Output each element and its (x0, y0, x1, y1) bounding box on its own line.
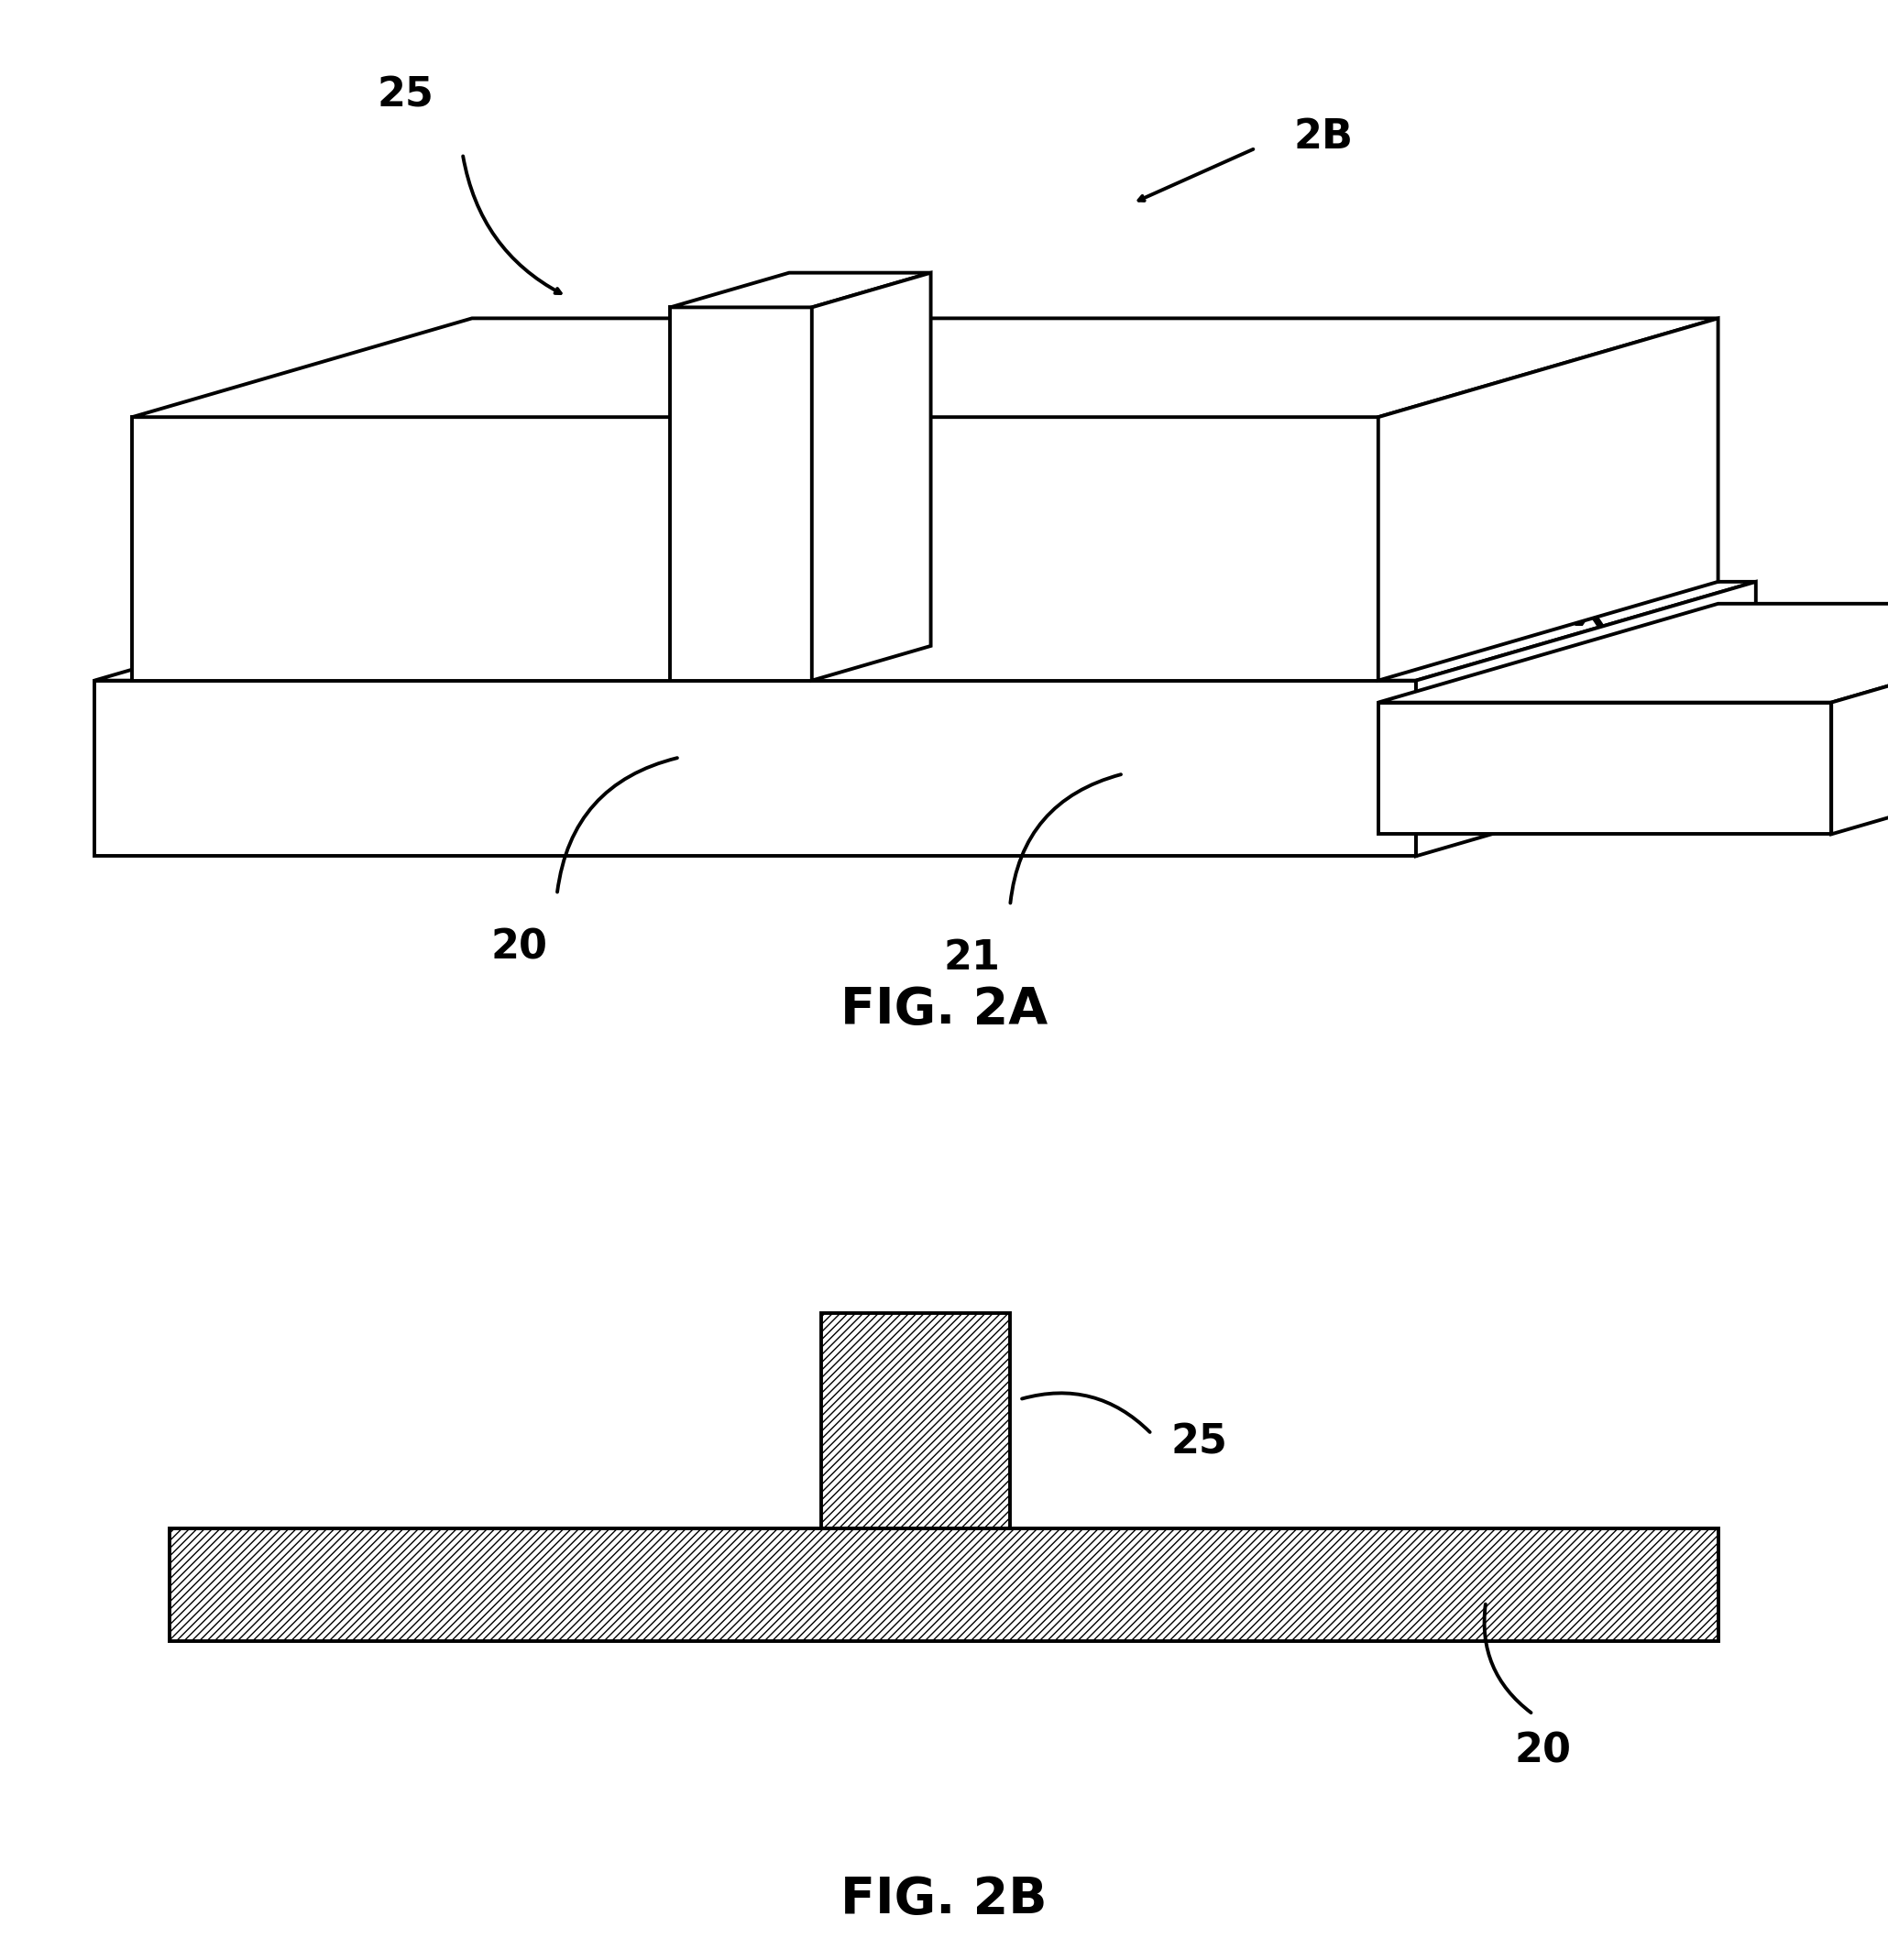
Bar (821, 1313, 1010, 1529)
Polygon shape (670, 272, 931, 308)
Text: 2B: 2B (897, 531, 950, 566)
Polygon shape (1416, 582, 1756, 857)
Text: 20: 20 (491, 927, 548, 966)
Text: 20: 20 (1514, 1731, 1571, 1772)
Text: 21: 21 (944, 939, 1001, 978)
Text: FIG. 2B: FIG. 2B (840, 1876, 1048, 1925)
Text: FIG. 2A: FIG. 2A (840, 986, 1048, 1035)
Polygon shape (812, 272, 931, 680)
Bar (170, 1529, 1718, 1641)
Polygon shape (1831, 604, 1888, 835)
Polygon shape (132, 318, 1718, 417)
Polygon shape (1378, 318, 1718, 680)
Polygon shape (1378, 604, 1888, 702)
Text: 25: 25 (378, 76, 434, 116)
Text: 25: 25 (1171, 1423, 1227, 1462)
Text: BOX: BOX (1510, 596, 1607, 635)
Polygon shape (94, 582, 1756, 680)
Text: 2B: 2B (1293, 118, 1354, 157)
Polygon shape (1378, 702, 1831, 835)
Polygon shape (670, 308, 812, 680)
Polygon shape (94, 680, 1416, 857)
Polygon shape (132, 417, 1378, 680)
